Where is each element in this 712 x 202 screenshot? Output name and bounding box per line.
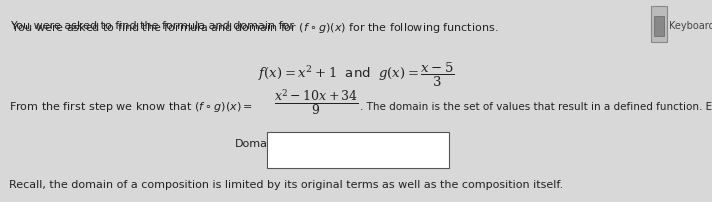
Text: From the first step we know that $(f \circ g)(x) =$: From the first step we know that $(f \ci… <box>9 100 253 114</box>
FancyBboxPatch shape <box>651 6 667 42</box>
Text: . The domain is the set of values that result in a defined function. Enter the v: . The domain is the set of values that r… <box>360 102 712 112</box>
FancyBboxPatch shape <box>654 16 664 36</box>
Text: $f(x) = x^2 + 1$  and  $g(x) = \dfrac{x-5}{3}$: $f(x) = x^2 + 1$ and $g(x) = \dfrac{x-5}… <box>258 61 454 89</box>
Text: Domain:: Domain: <box>235 139 282 149</box>
Text: You were asked to find the formula and domain for: You were asked to find the formula and d… <box>11 21 297 31</box>
Text: Keyboard S: Keyboard S <box>669 21 712 31</box>
Text: $\dfrac{x^2 - 10x + 34}{9}$: $\dfrac{x^2 - 10x + 34}{9}$ <box>274 87 359 117</box>
Text: You were asked to find the formula and domain for $(f \circ g)(x)$ for the follo: You were asked to find the formula and d… <box>11 21 498 35</box>
FancyBboxPatch shape <box>267 132 449 168</box>
Text: Recall, the domain of a composition is limited by its original terms as well as : Recall, the domain of a composition is l… <box>9 180 563 190</box>
